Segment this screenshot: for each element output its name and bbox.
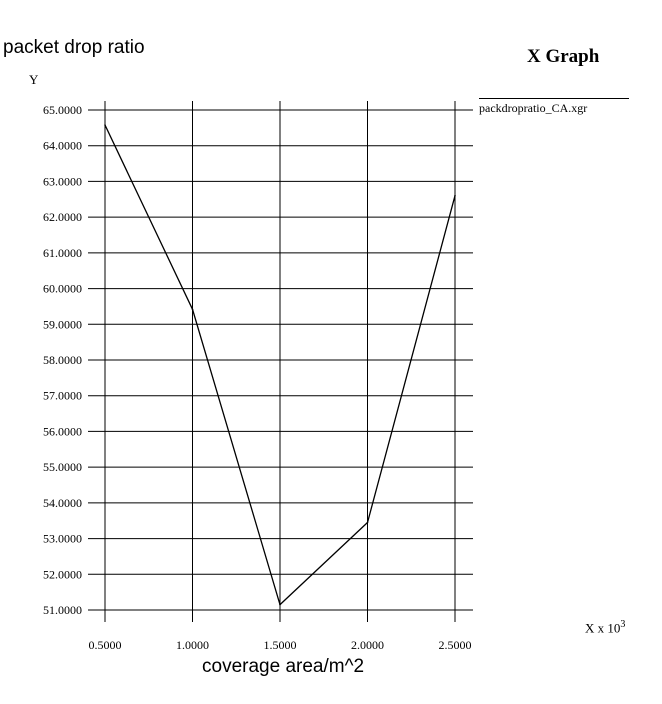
y-tick-label: 55.0000	[43, 460, 82, 474]
y-tick-label: 53.0000	[43, 532, 82, 546]
data-point	[454, 194, 456, 197]
y-tick-label: 60.0000	[43, 282, 82, 296]
tick-labels: 51.0000 52.0000 53.0000 54.0000 55.0000 56.00…	[43, 103, 472, 652]
x-tick-label: 0.5000	[89, 638, 122, 652]
y-tick-label: 58.0000	[43, 353, 82, 367]
x-tick-label: 2.5000	[439, 638, 472, 652]
legend-label: packdropratio_CA.xgr	[479, 101, 588, 115]
x-tick-label: 1.5000	[264, 638, 297, 652]
graph-title: X Graph	[527, 46, 600, 67]
y-tick-label: 63.0000	[43, 174, 82, 188]
x-tick-label: 1.0000	[176, 638, 209, 652]
data-point	[104, 124, 106, 126]
y-axis-unit: Y	[29, 72, 39, 87]
data-point	[366, 521, 369, 524]
x-axis-unit-exponent: 3	[620, 619, 626, 630]
x-axis-label: coverage area/m^2	[202, 656, 365, 677]
x-axis-unit: X x 103	[585, 619, 625, 636]
legend-rule	[479, 98, 629, 99]
y-tick-label: 65.0000	[43, 103, 82, 117]
y-tick-label: 52.0000	[43, 567, 82, 581]
x-tick-label: 2.0000	[351, 638, 384, 652]
data-point	[191, 308, 194, 311]
y-tick-label: 59.0000	[43, 317, 82, 331]
data-point	[279, 603, 281, 606]
page-title: packet drop ratio	[3, 37, 145, 58]
y-tick-label: 51.0000	[43, 603, 82, 617]
y-tick-label: 61.0000	[43, 246, 82, 260]
y-tick-label: 57.0000	[43, 389, 82, 403]
series-layer	[104, 124, 456, 606]
y-tick-label: 64.0000	[43, 139, 82, 153]
y-tick-label: 54.0000	[43, 496, 82, 510]
grid	[88, 101, 473, 622]
y-tick-label: 56.0000	[43, 424, 82, 438]
x-axis-unit-base: X x 10	[585, 620, 621, 636]
y-tick-label: 62.0000	[43, 210, 82, 224]
